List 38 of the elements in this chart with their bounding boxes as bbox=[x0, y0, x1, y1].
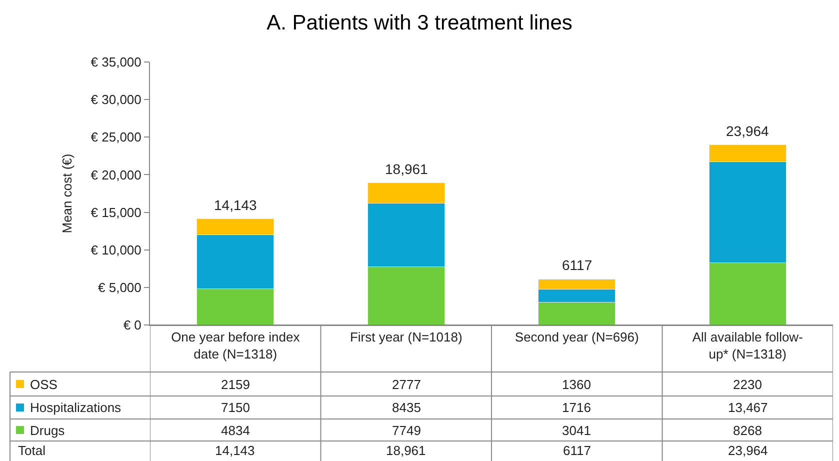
data-label: 1716 bbox=[562, 400, 591, 415]
data-label: 2159 bbox=[221, 377, 250, 392]
data-label: 4834 bbox=[221, 423, 250, 438]
data-label: 2230 bbox=[733, 377, 762, 392]
y-tick-label: € 30,000 bbox=[90, 92, 142, 108]
data-label: 7150 bbox=[221, 400, 250, 415]
data-label: 8435 bbox=[392, 400, 421, 415]
total-label: 6117 bbox=[562, 257, 592, 273]
text: 6117 bbox=[563, 443, 591, 458]
x-tick-label: All available follow- up* (N=1318) bbox=[692, 330, 803, 362]
legend-label: Drugs bbox=[30, 423, 66, 438]
text: Total bbox=[18, 443, 46, 458]
y-axis-title: Mean cost (€) bbox=[60, 154, 75, 234]
x-tick-label: One year before index date (N=1318) bbox=[171, 330, 300, 362]
y-tick-label: € 35,000 bbox=[90, 54, 142, 70]
data-label: 1360 bbox=[562, 377, 591, 392]
y-tick-label: € 15,000 bbox=[90, 204, 142, 220]
legend-label: OSS bbox=[30, 377, 58, 392]
legend-label: Hospitalizations bbox=[30, 400, 122, 415]
data-label: 2777 bbox=[392, 377, 421, 392]
data-label: 7749 bbox=[392, 423, 421, 438]
data-label: 8268 bbox=[733, 423, 762, 438]
data-label: 13,467 bbox=[728, 400, 768, 415]
text: 23,964 bbox=[728, 443, 768, 458]
y-tick-label: € 5,000 bbox=[98, 280, 142, 295]
chart-title: A. Patients with 3 treatment lines bbox=[266, 11, 572, 34]
total-label: 18,961 bbox=[385, 161, 428, 177]
x-tick-label: Second year (N=696) bbox=[514, 330, 639, 345]
y-tick-label: € 20,000 bbox=[90, 167, 142, 182]
y-tick-label: € 10,000 bbox=[90, 242, 142, 258]
data-label: 3041 bbox=[562, 423, 591, 438]
total-label: 23,964 bbox=[726, 123, 770, 139]
y-tick-label: € 0 bbox=[123, 318, 142, 333]
text: 18,961 bbox=[386, 443, 426, 458]
y-tick-label: € 25,000 bbox=[90, 130, 142, 145]
x-tick-label: First year (N=1018) bbox=[350, 330, 462, 345]
text: 14,143 bbox=[215, 443, 255, 458]
total-label: 14,143 bbox=[214, 197, 258, 213]
